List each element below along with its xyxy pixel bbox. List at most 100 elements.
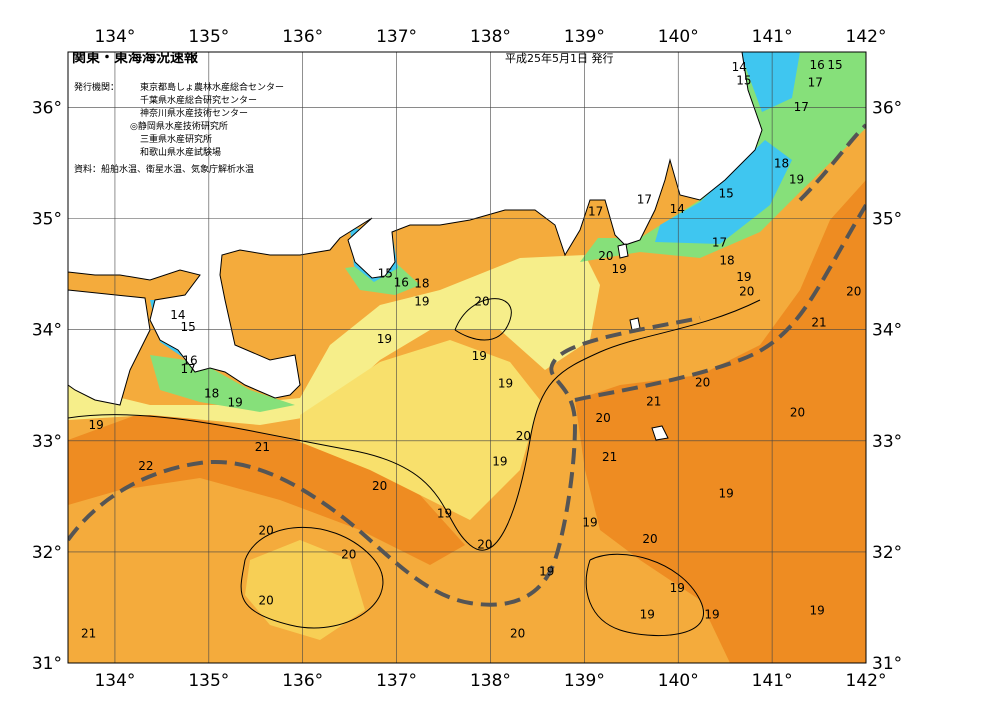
lon-label-bottom: 141° — [752, 671, 793, 691]
contour-label: 19 — [377, 332, 392, 346]
graticule — [68, 52, 866, 663]
lon-label-bottom: 138° — [470, 671, 511, 691]
contour-label: 19 — [640, 608, 655, 622]
kuroshio-line — [68, 316, 701, 607]
contour-label: 14 — [732, 60, 747, 74]
contour-label: 19 — [704, 608, 719, 622]
land — [68, 289, 151, 406]
lat-label-right: 36° — [872, 99, 902, 119]
contour-label: 16 — [810, 58, 825, 72]
lat-label-right: 35° — [872, 210, 902, 230]
contour-label: 21 — [255, 440, 270, 454]
isotherm — [240, 527, 384, 629]
lat-label-right: 34° — [872, 321, 902, 341]
contour-label: 14 — [170, 308, 185, 322]
lon-label-bottom: 139° — [564, 671, 605, 691]
contour-label: 17 — [588, 204, 603, 218]
contour-label: 20 — [595, 411, 610, 425]
warm-zone — [68, 410, 465, 565]
contour-label: 20 — [477, 538, 492, 552]
land — [68, 52, 763, 399]
contour-label: 21 — [602, 450, 617, 464]
contour-label: 20 — [341, 548, 356, 562]
contour-label: 18 — [204, 387, 219, 401]
contour-label: 19 — [810, 603, 825, 617]
contour-label: 20 — [642, 532, 657, 546]
lon-label-bottom: 140° — [658, 671, 699, 691]
contour-label: 19 — [789, 172, 804, 186]
lat-label-left: 32° — [32, 543, 62, 563]
contour-label: 15 — [736, 73, 751, 87]
contour-label: 19 — [582, 516, 597, 530]
contour-label: 18 — [719, 253, 734, 267]
contour-label: 19 — [611, 262, 626, 276]
contour-label: 22 — [138, 459, 153, 473]
issuer: 三重県水産研究所 — [140, 133, 212, 145]
island — [651, 425, 669, 441]
issuer: 和歌山県水産試験場 — [140, 146, 221, 158]
contour-label: 18 — [414, 277, 429, 291]
lon-label-top: 140° — [658, 27, 699, 47]
contour-label: 20 — [739, 284, 754, 298]
lat-label-left: 31° — [32, 654, 62, 674]
lat-label-left: 35° — [32, 210, 62, 230]
lon-label-bottom: 142° — [846, 671, 887, 691]
lon-label-bottom: 135° — [188, 671, 229, 691]
issuer: ◎静岡県水産技術研究所 — [130, 120, 228, 132]
contour-label: 20 — [846, 284, 861, 298]
contour-label: 21 — [646, 394, 661, 408]
isotherm — [454, 298, 512, 341]
contour-label: 17 — [794, 100, 809, 114]
contour-label: 20 — [790, 406, 805, 420]
warm-zone — [575, 180, 866, 663]
contour-label: 17 — [181, 362, 196, 376]
issuer-label: 発行機関： — [74, 81, 119, 93]
contour-label: 17 — [637, 192, 652, 206]
lon-label-top: 141° — [752, 27, 793, 47]
issuer: 神奈川県水産技術センター — [140, 107, 248, 119]
contour-label: 17 — [808, 76, 823, 90]
contour-label: 18 — [774, 157, 789, 171]
data-sources: 資料：船舶水温、衛星水温、気象庁解析水温 — [74, 163, 254, 175]
contour-label: 19 — [670, 581, 685, 595]
contour-label: 21 — [81, 627, 96, 641]
yellow-zone — [300, 340, 540, 520]
isotherms — [68, 298, 761, 637]
lat-label-left: 34° — [32, 321, 62, 341]
contour-label: 20 — [598, 249, 613, 263]
isotherm — [68, 299, 761, 551]
contour-label: 19 — [539, 564, 554, 578]
lat-label-left: 33° — [32, 432, 62, 452]
lon-label-bottom: 137° — [376, 671, 417, 691]
axis-labels: 134° 134° 135° 135° 136° 136° 137° 137° 138° 138°… — [32, 27, 902, 691]
lon-label-top: 142° — [846, 27, 887, 47]
green-zone — [150, 355, 295, 412]
contour-label: 21 — [811, 316, 826, 330]
lon-label-top: 137° — [376, 27, 417, 47]
contour-label: 19 — [498, 377, 513, 391]
contour-label: 20 — [372, 479, 387, 493]
contour-label: 16 — [394, 276, 409, 290]
contour-label: 19 — [736, 270, 751, 284]
lat-label-right: 31° — [872, 654, 902, 674]
contour-label: 19 — [718, 487, 733, 501]
contour-label: 16 — [182, 353, 197, 367]
contour-label: 20 — [510, 627, 525, 641]
lon-label-top: 135° — [188, 27, 229, 47]
lon-label-top: 134° — [94, 27, 135, 47]
title: 関東・東海海況速報 — [72, 49, 199, 66]
pale-coastal-zone — [68, 255, 600, 425]
contour-label: 20 — [258, 523, 273, 537]
issuer: 千葉県水産総合研究センター — [140, 94, 257, 106]
island — [617, 243, 629, 259]
lon-label-top: 138° — [470, 27, 511, 47]
kuroshio-line — [574, 203, 866, 402]
contour-label: 20 — [474, 294, 489, 308]
contour-label: 19 — [227, 396, 242, 410]
contour-label: 17 — [712, 236, 727, 250]
contour-label: 15 — [827, 58, 842, 72]
lat-label-left: 36° — [32, 99, 62, 119]
contour-label: 19 — [414, 294, 429, 308]
contour-label: 14 — [670, 202, 685, 216]
